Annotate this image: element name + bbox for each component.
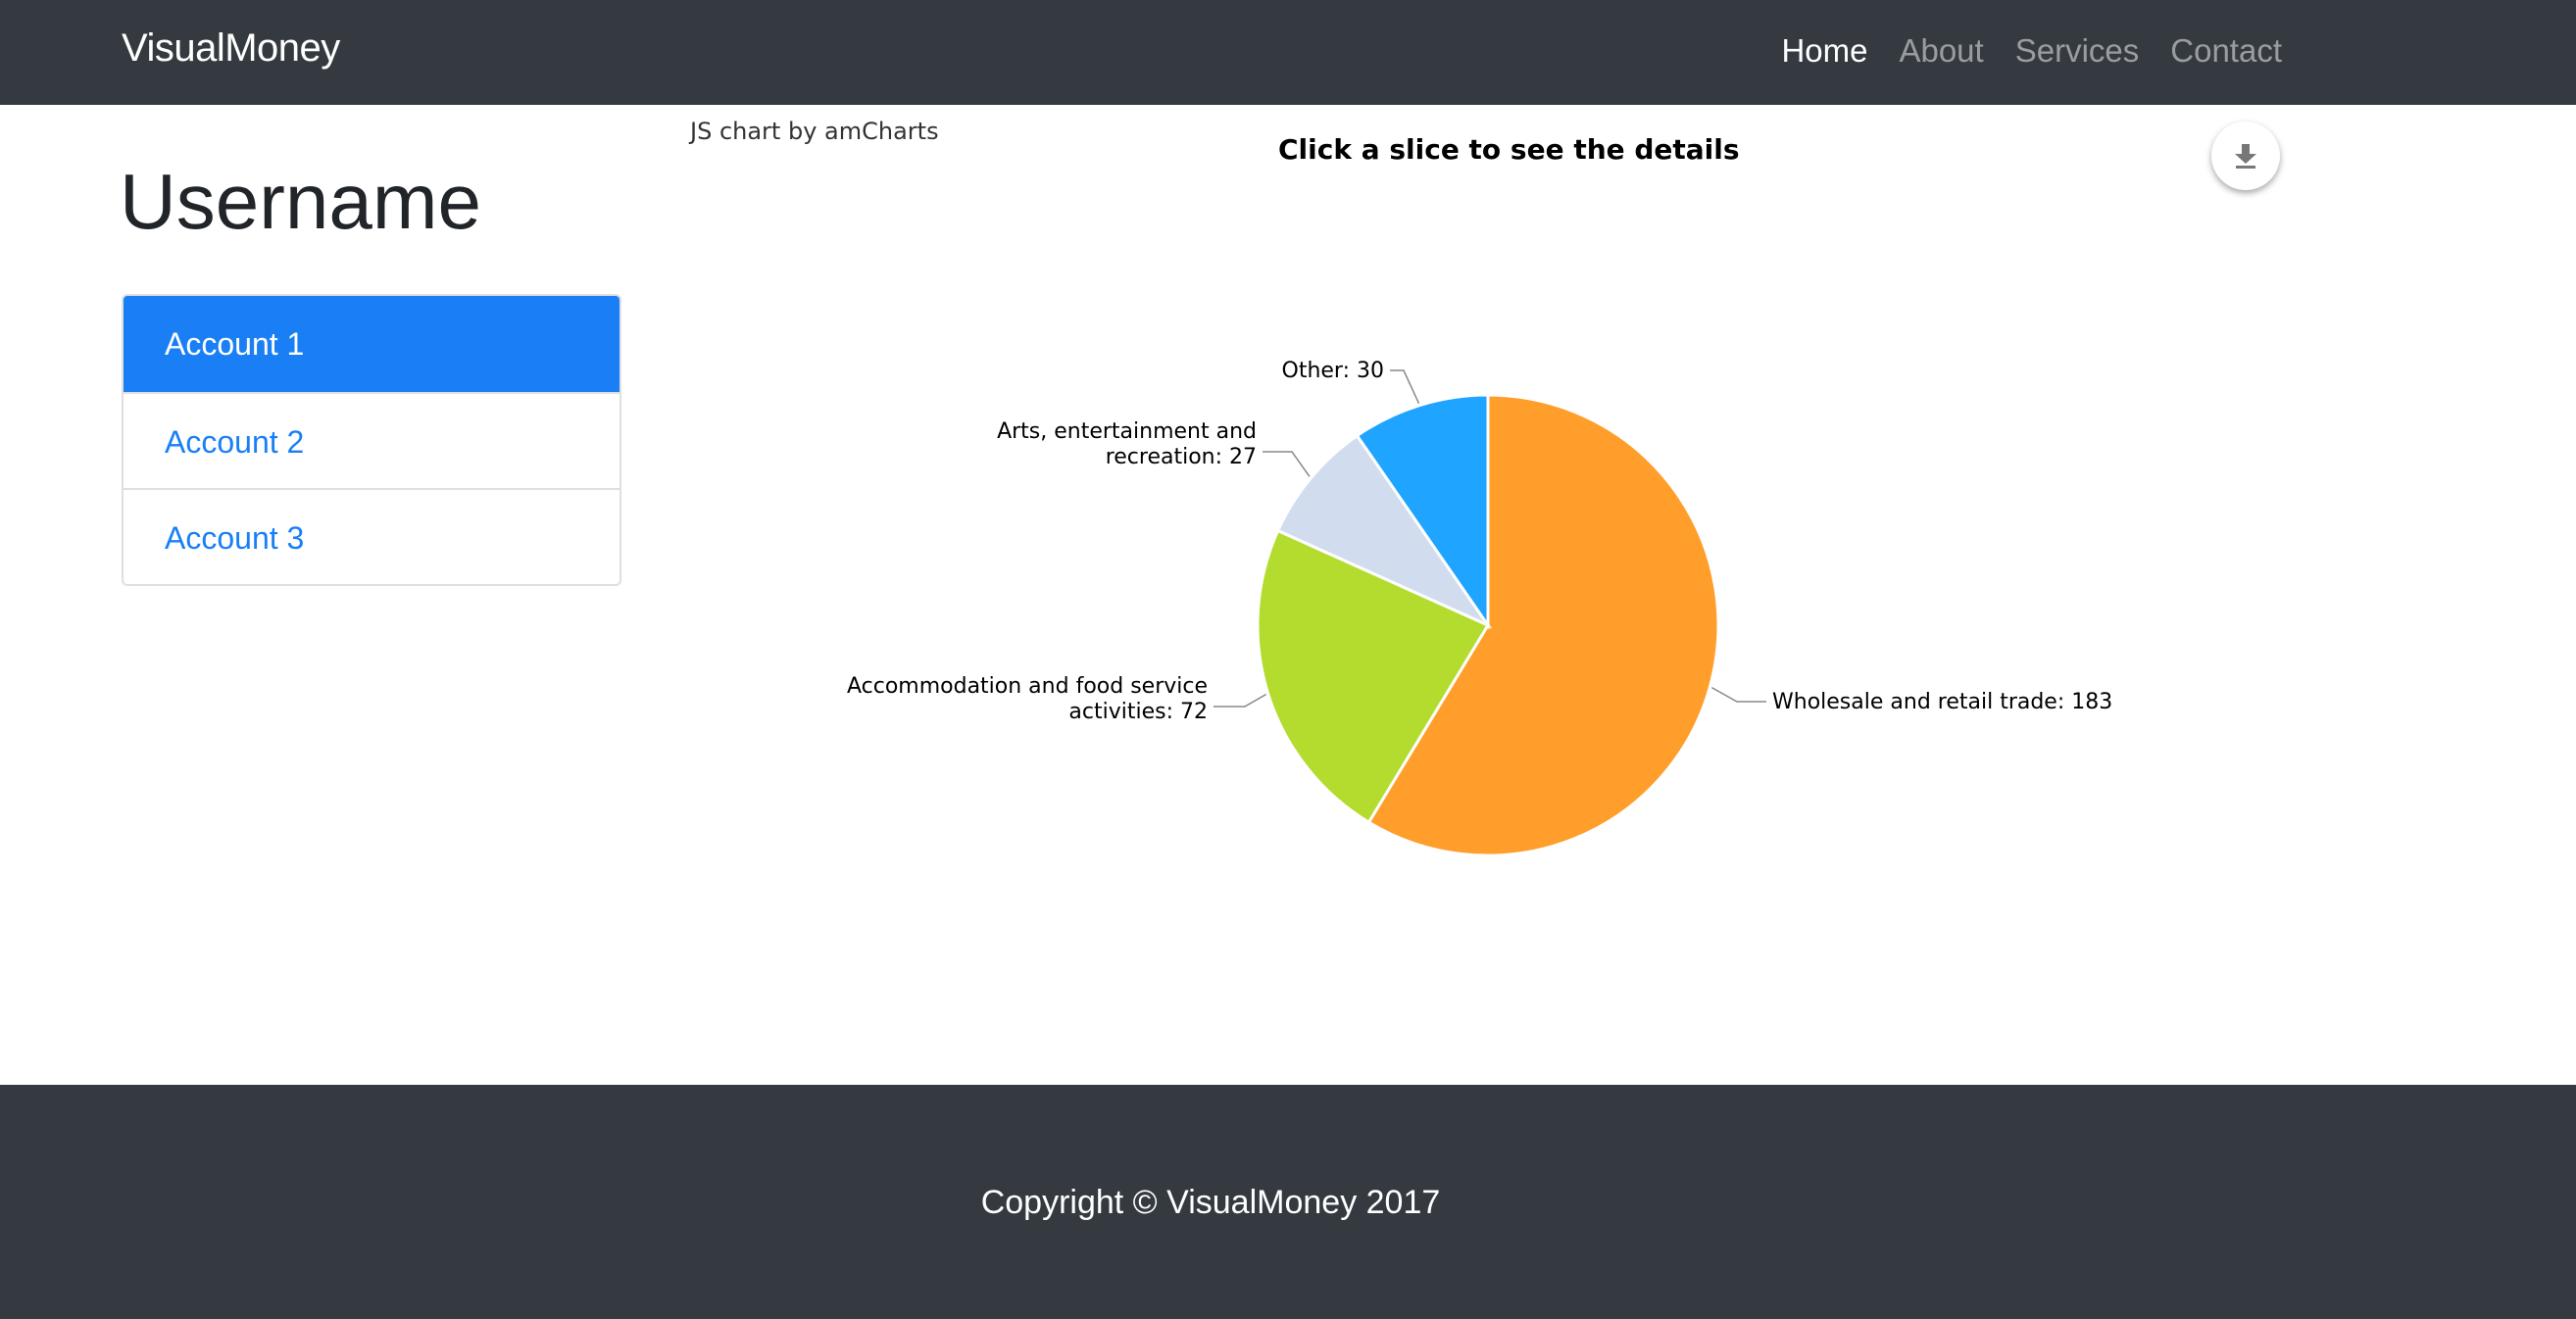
- pie-label: Wholesale and retail trade: 183: [1772, 690, 2112, 714]
- navbar: VisualMoney Home About Services Contact: [0, 0, 2576, 105]
- nav-home[interactable]: Home: [1781, 32, 1868, 69]
- account-item-1[interactable]: Account 1: [124, 296, 619, 392]
- pie-leader-line: [1263, 451, 1311, 477]
- pie-slice[interactable]: [1355, 393, 1490, 630]
- brand-logo[interactable]: VisualMoney: [122, 26, 340, 70]
- pie-leader-line: [1390, 369, 1420, 405]
- footer: [0, 1085, 2576, 1319]
- pie-labels: Wholesale and retail trade: 183 Accommoda…: [847, 359, 2112, 724]
- pie-chart: Wholesale and retail trade: 183 Accommoda…: [847, 359, 2112, 857]
- pie-leader-line: [1710, 686, 1766, 703]
- copyright-text: Copyright © VisualMoney 2017: [980, 1184, 1441, 1221]
- nav-about[interactable]: About: [1899, 32, 1984, 69]
- pie-label: Arts, entertainment and recreation: 27: [997, 419, 1257, 469]
- nav-links: Home About Services Contact: [1781, 30, 2282, 72]
- account-item-2[interactable]: Account 2: [124, 392, 619, 488]
- account-list: Account 1 Account 2 Account 3: [122, 294, 621, 586]
- export-button[interactable]: [2211, 122, 2280, 190]
- nav-services[interactable]: Services: [2014, 32, 2140, 69]
- amcharts-credit-link[interactable]: JS chart by amCharts: [690, 118, 939, 145]
- chart-title: Click a slice to see the details: [1278, 133, 1740, 166]
- download-icon: [2235, 144, 2256, 169]
- page-title: Username: [120, 158, 482, 245]
- pie-label: Accommodation and food service activities…: [847, 674, 1208, 724]
- pie-leader-line: [1214, 693, 1267, 708]
- account-item-3[interactable]: Account 3: [124, 488, 619, 584]
- pie-slice[interactable]: [1275, 433, 1493, 629]
- pie-slice[interactable]: [1366, 393, 1720, 857]
- pie-label: Other: 30: [1282, 359, 1384, 383]
- nav-contact[interactable]: Contact: [2170, 32, 2282, 69]
- pie-slices: [1256, 393, 1720, 857]
- pie-slice[interactable]: [1256, 528, 1491, 825]
